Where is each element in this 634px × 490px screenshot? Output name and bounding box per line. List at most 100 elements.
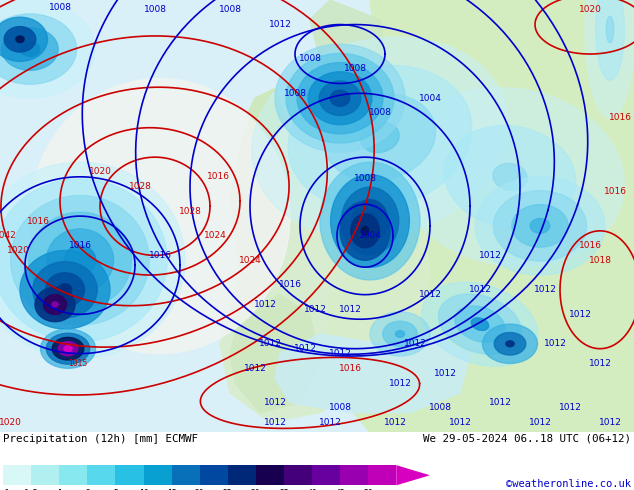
Text: 1012: 1012 [254,300,276,309]
Text: 1015: 1015 [68,359,87,368]
Bar [60,465,87,486]
Text: 1016: 1016 [278,280,302,290]
Polygon shape [230,294,320,413]
Ellipse shape [33,262,97,318]
Ellipse shape [275,44,405,152]
Text: 1016: 1016 [207,172,230,181]
Text: 1012: 1012 [489,398,512,407]
Text: 25: 25 [223,489,233,490]
Text: 10: 10 [139,489,148,490]
Ellipse shape [46,273,84,307]
Ellipse shape [320,162,420,280]
Bar [368,465,396,486]
Text: 1012: 1012 [384,418,406,427]
Text: 1016: 1016 [68,241,91,250]
Text: 1012: 1012 [328,349,351,358]
Polygon shape [310,0,390,118]
Bar [87,465,115,486]
Ellipse shape [340,201,390,260]
Ellipse shape [64,346,72,352]
Ellipse shape [330,90,350,106]
Ellipse shape [512,205,568,247]
Text: 1012: 1012 [434,369,456,378]
Text: 1004: 1004 [418,94,441,103]
Text: 1008: 1008 [283,89,306,98]
Text: 1016: 1016 [604,187,626,196]
Bar [200,465,228,486]
Text: 40: 40 [307,489,317,490]
Ellipse shape [58,342,78,356]
Text: 45: 45 [335,489,345,490]
Text: 1012: 1012 [529,418,552,427]
Ellipse shape [325,94,436,181]
Polygon shape [320,0,634,432]
Polygon shape [220,78,430,422]
Ellipse shape [396,88,624,266]
Text: 1012: 1012 [543,339,566,348]
Bar [115,465,143,486]
Ellipse shape [370,312,430,356]
Ellipse shape [11,196,149,325]
Ellipse shape [20,250,110,329]
Ellipse shape [35,287,75,321]
Ellipse shape [341,187,399,255]
Text: 1012: 1012 [304,305,327,314]
Bar [340,465,368,486]
Ellipse shape [4,26,36,52]
Text: 15: 15 [167,489,176,490]
Bar [3,465,31,486]
Ellipse shape [0,179,167,342]
Text: 1: 1 [57,489,61,490]
Text: 1012: 1012 [264,418,287,427]
Text: 1012: 1012 [469,285,491,294]
Ellipse shape [422,282,538,366]
Text: 1016: 1016 [339,364,361,373]
Text: 0.5: 0.5 [24,489,39,490]
Ellipse shape [506,341,514,347]
Text: 1008: 1008 [429,403,451,412]
Bar [228,465,256,486]
Text: 0.1: 0.1 [0,489,11,490]
Polygon shape [248,88,285,147]
Text: 1012: 1012 [259,339,281,348]
Text: 50: 50 [363,489,373,490]
Ellipse shape [52,302,58,307]
Text: 1004: 1004 [359,231,382,240]
Ellipse shape [330,174,410,268]
Text: 1020: 1020 [0,418,22,427]
Text: 1012: 1012 [243,364,266,373]
Ellipse shape [595,0,624,80]
Ellipse shape [361,122,399,152]
Ellipse shape [493,163,527,190]
Ellipse shape [363,212,377,230]
Ellipse shape [493,191,586,261]
Text: 1020: 1020 [89,168,112,176]
Text: 1008: 1008 [48,3,72,12]
Ellipse shape [288,66,472,210]
Ellipse shape [383,321,417,346]
Text: 1012: 1012 [449,418,472,427]
Ellipse shape [52,338,84,360]
Text: 1012: 1012 [269,20,292,29]
Ellipse shape [64,245,96,275]
Text: 1012: 1012 [479,251,501,260]
Ellipse shape [16,36,24,43]
Text: 2: 2 [85,489,90,490]
Text: 1012: 1012 [569,310,592,319]
Ellipse shape [606,16,614,43]
Text: 1012: 1012 [534,285,557,294]
Text: 1020: 1020 [6,246,29,255]
Text: 1008: 1008 [328,403,351,412]
Text: 1028: 1028 [179,207,202,216]
Ellipse shape [396,331,404,337]
Ellipse shape [252,37,508,238]
Text: 1008: 1008 [354,174,377,183]
Bar [143,465,172,486]
Bar [312,465,340,486]
Text: 1016: 1016 [609,113,631,122]
Text: 1008: 1008 [219,5,242,14]
Text: 1012: 1012 [404,339,427,348]
Ellipse shape [361,226,369,235]
Ellipse shape [2,28,58,71]
Ellipse shape [352,199,388,243]
